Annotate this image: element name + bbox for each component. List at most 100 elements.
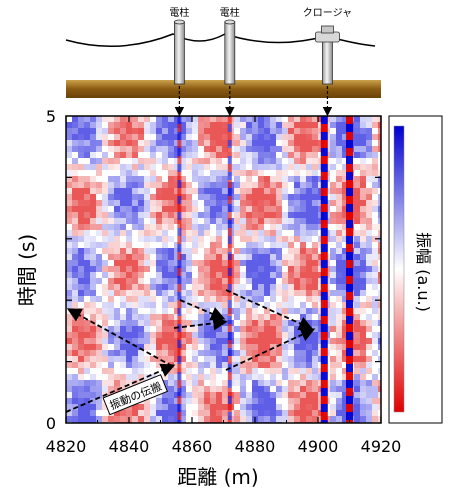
- heatmap-cell: [366, 278, 372, 284]
- utility-pole: 電柱: [220, 6, 240, 117]
- heatmap-cell: [192, 230, 198, 236]
- heatmap-cell: [198, 368, 204, 374]
- heatmap-cell: [180, 218, 186, 224]
- signal-column-segment: [177, 356, 182, 364]
- heatmap-cell: [222, 410, 228, 416]
- heatmap-cell: [126, 200, 132, 206]
- heatmap-cell: [186, 302, 192, 308]
- heatmap-cell: [96, 140, 102, 146]
- heatmap-cell: [336, 350, 342, 356]
- heatmap-cell: [198, 158, 204, 164]
- heatmap-cell: [186, 122, 192, 128]
- heatmap-cell: [180, 392, 186, 398]
- heatmap-cell: [198, 380, 204, 386]
- heatmap-cell: [246, 338, 252, 344]
- heatmap-cell: [366, 242, 372, 248]
- heatmap-cell: [162, 122, 168, 128]
- heatmap-cell: [234, 212, 240, 218]
- heatmap-cell: [90, 332, 96, 338]
- heatmap-cell: [66, 140, 72, 146]
- heatmap-cell: [90, 350, 96, 356]
- heatmap-cell: [198, 230, 204, 236]
- heatmap-cell: [210, 236, 216, 242]
- heatmap-cell: [372, 272, 378, 278]
- heatmap-cell: [150, 176, 156, 182]
- heatmap-cell: [270, 134, 276, 140]
- heatmap-cell: [360, 404, 366, 410]
- heatmap-cell: [252, 134, 258, 140]
- heatmap-cell: [240, 206, 246, 212]
- heatmap-cell: [354, 350, 360, 356]
- heatmap-cell: [144, 242, 150, 248]
- heatmap-cell: [162, 266, 168, 272]
- heatmap-cell: [72, 380, 78, 386]
- signal-column-segment: [227, 268, 232, 276]
- heatmap-cell: [360, 332, 366, 338]
- heatmap-cell: [84, 206, 90, 212]
- heatmap-cell: [216, 362, 222, 368]
- signal-column-segment: [320, 292, 328, 300]
- heatmap-cell: [114, 278, 120, 284]
- heatmap-cell: [72, 326, 78, 332]
- heatmap-cell: [180, 284, 186, 290]
- heatmap-cell: [270, 254, 276, 260]
- heatmap-cell: [186, 326, 192, 332]
- heatmap-cell: [150, 308, 156, 314]
- heatmap-cell: [240, 140, 246, 146]
- heatmap-cell: [102, 128, 108, 134]
- heatmap-cell: [108, 368, 114, 374]
- heatmap-cell: [300, 122, 306, 128]
- heatmap-cell: [132, 260, 138, 266]
- heatmap-cell: [192, 374, 198, 380]
- heatmap-cell: [78, 134, 84, 140]
- heatmap-cell: [354, 128, 360, 134]
- heatmap-cell: [342, 248, 348, 254]
- signal-column-segment: [227, 204, 232, 212]
- heatmap-cell: [264, 194, 270, 200]
- heatmap-cell: [138, 176, 144, 182]
- heatmap-cell: [270, 272, 276, 278]
- heatmap-cell: [168, 206, 174, 212]
- heatmap-cell: [312, 344, 318, 350]
- heatmap-cell: [102, 182, 108, 188]
- heatmap-cell: [252, 380, 258, 386]
- heatmap-cell: [294, 230, 300, 236]
- heatmap-cell: [300, 236, 306, 242]
- heatmap-cell: [78, 128, 84, 134]
- heatmap-cell: [72, 296, 78, 302]
- heatmap-cell: [246, 374, 252, 380]
- heatmap-cell: [336, 122, 342, 128]
- heatmap-cell: [234, 350, 240, 356]
- heatmap-cell: [210, 212, 216, 218]
- heatmap-cell: [216, 188, 222, 194]
- heatmap-cell: [222, 188, 228, 194]
- heatmap-cell: [342, 332, 348, 338]
- heatmap-cell: [84, 230, 90, 236]
- heatmap-cell: [180, 260, 186, 266]
- heatmap-cell: [246, 230, 252, 236]
- heatmap-cell: [192, 410, 198, 416]
- heatmap-cell: [222, 206, 228, 212]
- heatmap-cell: [276, 164, 282, 170]
- heatmap-cell: [264, 212, 270, 218]
- heatmap-cell: [282, 146, 288, 152]
- heatmap-cell: [114, 212, 120, 218]
- heatmap-cell: [372, 320, 378, 326]
- y-tick-label: 5: [46, 107, 56, 126]
- heatmap-cell: [276, 242, 282, 248]
- heatmap-cell: [264, 146, 270, 152]
- heatmap-cell: [264, 128, 270, 134]
- heatmap-cell: [294, 272, 300, 278]
- heatmap-cell: [168, 410, 174, 416]
- heatmap-cell: [102, 338, 108, 344]
- heatmap-cell: [264, 188, 270, 194]
- pole-top: [224, 19, 236, 25]
- heatmap-cell: [90, 182, 96, 188]
- heatmap-cell: [246, 236, 252, 242]
- heatmap-cell: [66, 386, 72, 392]
- heatmap-cell: [156, 350, 162, 356]
- heatmap-cell: [258, 338, 264, 344]
- heatmap-cell: [264, 338, 270, 344]
- heatmap-cell: [120, 164, 126, 170]
- heatmap-cell: [258, 188, 264, 194]
